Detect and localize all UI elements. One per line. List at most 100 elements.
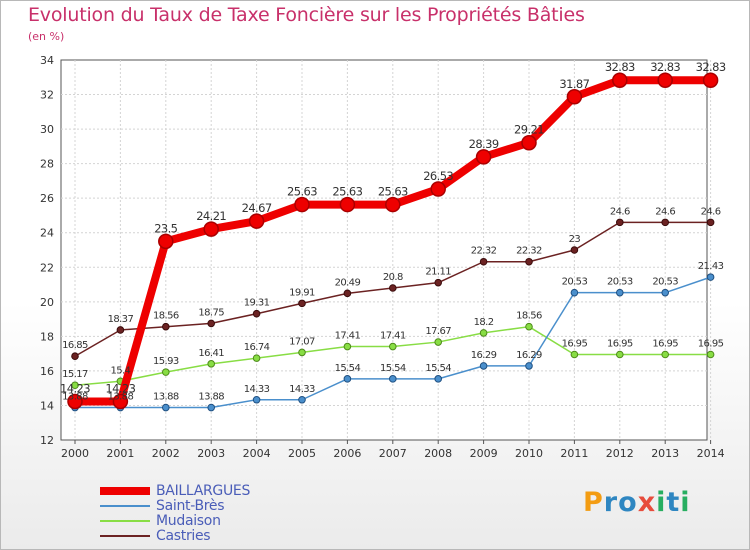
data-point-castries (479, 257, 488, 266)
x-tick-label: 2003 (197, 447, 225, 460)
y-tick-label: 20 (40, 296, 54, 309)
data-point-saint-br-s (434, 375, 443, 383)
x-tick-label: 2000 (61, 447, 89, 460)
x-tick-label: 2009 (470, 447, 498, 460)
data-point-castries (298, 299, 306, 308)
data-label-saint-br-s: 13.88 (198, 392, 224, 403)
data-label-baillargues: 32.83 (605, 60, 635, 74)
legend-swatch (100, 487, 150, 495)
data-label-mudaison: 16.74 (244, 342, 270, 353)
data-label-saint-br-s: 21.43 (698, 261, 724, 272)
data-point-mudaison (616, 350, 624, 359)
data-point-saint-br-s (616, 288, 624, 297)
data-label-mudaison: 16.95 (607, 339, 633, 350)
data-point-castries (252, 309, 261, 318)
data-point-baillargues (430, 181, 446, 197)
data-label-saint-br-s: 14.33 (244, 384, 270, 395)
data-label-mudaison: 16.95 (562, 339, 588, 350)
data-point-baillargues (158, 233, 174, 250)
data-point-castries (706, 218, 715, 227)
data-point-mudaison (570, 350, 579, 359)
data-label-saint-br-s: 16.29 (471, 350, 497, 361)
data-label-saint-br-s: 15.54 (335, 363, 361, 374)
data-point-mudaison (252, 354, 261, 362)
data-point-baillargues (248, 213, 265, 229)
y-tick-label: 16 (40, 365, 54, 378)
data-point-mudaison (525, 322, 533, 331)
data-label-saint-br-s: 14.33 (289, 384, 315, 395)
data-label-saint-br-s: 20.53 (562, 277, 588, 288)
data-label-baillargues: 25.63 (332, 185, 362, 199)
data-point-castries (71, 352, 79, 361)
legend-swatch (100, 520, 150, 522)
data-point-mudaison (298, 348, 306, 357)
data-point-saint-br-s (661, 288, 670, 297)
proxiti-logo: Proxiti (583, 487, 691, 518)
y-tick-label: 34 (40, 54, 54, 67)
data-label-saint-br-s: 15.54 (425, 363, 451, 374)
data-point-castries (389, 284, 397, 292)
y-tick-label: 28 (40, 158, 54, 171)
data-point-castries (162, 322, 170, 331)
data-label-castries: 24.6 (610, 206, 630, 217)
data-label-saint-br-s: 13.88 (108, 392, 134, 403)
data-point-baillargues (67, 393, 83, 410)
data-label-mudaison: 15.4 (110, 365, 130, 376)
data-point-saint-br-s (162, 403, 170, 412)
data-label-mudaison: 16.41 (198, 348, 224, 359)
y-tick-label: 18 (40, 330, 54, 343)
data-point-mudaison (479, 329, 488, 337)
data-label-mudaison: 15.93 (153, 356, 179, 367)
logo-letter: i (656, 487, 667, 518)
chart-title: Evolution du Taux de Taxe Foncière sur l… (28, 4, 585, 26)
chart-unit: (en %) (28, 30, 65, 43)
x-tick-label: 2001 (106, 447, 134, 460)
data-point-baillargues (203, 221, 219, 237)
x-tick-label: 2002 (152, 447, 180, 460)
data-point-saint-br-s (706, 273, 715, 281)
data-point-baillargues (657, 72, 673, 88)
data-point-baillargues (294, 196, 310, 213)
data-label-saint-br-s: 13.88 (153, 392, 179, 403)
logo-letter: t (666, 487, 681, 518)
data-label-mudaison: 17.67 (425, 326, 451, 337)
data-label-castries: 21.11 (425, 267, 451, 278)
data-point-saint-br-s (343, 375, 352, 383)
y-tick-label: 24 (40, 227, 54, 240)
data-point-castries (207, 319, 215, 328)
data-label-baillargues: 24.21 (196, 209, 226, 223)
logo-letter: x (637, 487, 657, 518)
data-point-baillargues (702, 72, 719, 88)
legend-swatch (100, 535, 150, 537)
data-label-baillargues: 29.21 (514, 123, 544, 137)
data-label-baillargues: 24.67 (242, 201, 272, 215)
data-label-saint-br-s: 13.88 (62, 392, 88, 403)
data-label-baillargues: 14.23 (105, 381, 135, 395)
data-label-baillargues: 25.63 (378, 185, 408, 199)
data-point-baillargues (521, 134, 537, 151)
data-label-castries: 19.31 (244, 298, 270, 309)
data-label-castries: 22.32 (471, 246, 497, 257)
data-point-baillargues (475, 149, 492, 165)
data-label-saint-br-s: 20.53 (652, 277, 678, 288)
x-tick-label: 2006 (333, 447, 361, 460)
data-label-baillargues: 14.23 (60, 381, 90, 395)
data-label-mudaison: 18.2 (474, 317, 494, 328)
data-point-saint-br-s (298, 395, 306, 404)
y-tick-label: 30 (40, 123, 54, 136)
data-label-mudaison: 15.17 (62, 369, 88, 380)
data-point-saint-br-s (570, 288, 579, 297)
data-point-castries (661, 218, 670, 227)
data-point-baillargues (112, 393, 129, 410)
data-label-castries: 22.32 (516, 246, 542, 257)
data-point-saint-br-s (252, 395, 261, 404)
logo-letter: i (680, 487, 691, 518)
data-label-saint-br-s: 16.29 (516, 350, 542, 361)
data-label-castries: 16.85 (62, 340, 88, 351)
data-point-castries (616, 218, 624, 227)
plot-area (60, 59, 708, 441)
y-tick-label: 26 (40, 192, 54, 205)
data-point-baillargues (612, 72, 628, 88)
x-tick-label: 2014 (697, 447, 725, 460)
